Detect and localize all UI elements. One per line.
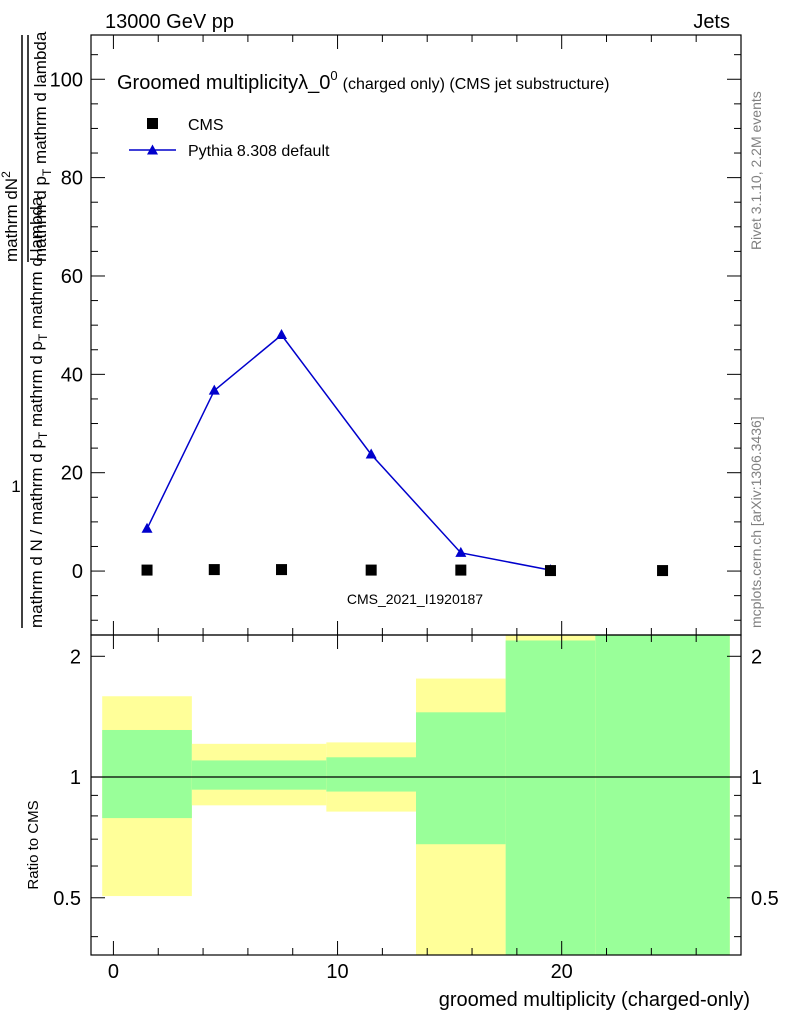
main-axis-ticks: 0 20 40 60 80 100 — [50, 35, 741, 635]
legend-pythia-marker — [147, 144, 158, 155]
pythia-point — [141, 522, 153, 533]
pythia-point — [276, 329, 288, 339]
main-ytick-label: 80 — [61, 168, 83, 190]
ylabel-one: 1 — [11, 477, 20, 496]
ratio-band-green-1 — [191, 760, 327, 790]
cms-point — [276, 564, 288, 576]
cms-point — [208, 564, 220, 576]
main-ytick-label: 20 — [61, 463, 83, 485]
main-y-axis-label: 1 mathrm d N / mathrm d pT mathrm d pT m… — [0, 31, 54, 628]
ratio-band-green-4 — [505, 640, 596, 955]
cms-point — [141, 564, 153, 576]
ratio-ytick-label-right: 2 — [751, 646, 762, 668]
ratio-band-green-0 — [102, 729, 192, 819]
ratio-ytick-label-left: 2 — [70, 646, 81, 668]
main-ytick-label: 0 — [72, 561, 83, 583]
cms-point — [455, 564, 467, 576]
ratio-plot-frame — [90, 634, 742, 956]
ratio-band-green-3 — [416, 712, 506, 845]
legend: CMS Pythia 8.308 default — [129, 117, 330, 160]
legend-cms-label: CMS — [188, 117, 224, 134]
legend-pythia-label: Pythia 8.308 default — [188, 143, 330, 160]
ratio-xtick-label: 20 — [551, 961, 573, 983]
ratio-y-axis-label: Ratio to CMS — [25, 800, 42, 889]
series-cms — [141, 564, 669, 577]
plot-title: Groomed multiplicityλ_00(charged only) (… — [117, 68, 609, 94]
ratio-ytick-label-right: 0.5 — [751, 888, 779, 910]
ratio-band-green-5 — [595, 635, 730, 955]
ratio-xtick-label: 0 — [108, 961, 119, 983]
header-process: Jets — [693, 11, 730, 33]
main-ytick-label: 40 — [61, 364, 83, 386]
pythia-line — [146, 333, 551, 571]
ratio-ytick-label-left: 0.5 — [53, 888, 81, 910]
cms-point — [657, 565, 669, 577]
series-pythia — [141, 329, 556, 575]
ratio-ytick-label-left: 1 — [70, 767, 81, 789]
ylabel-denominator: mathrm d N / mathrm d pT mathrm d pT mat… — [27, 196, 50, 628]
main-ytick-label: 100 — [50, 69, 83, 91]
rivet-info: Rivet 3.1.10, 2.2M events — [748, 91, 764, 250]
analysis-watermark: CMS_2021_I1920187 — [347, 591, 483, 607]
ratio-axis-ticks: 0 10 20 0.5 0.5 1 1 2 2 — [53, 635, 779, 983]
header-energy: 13000 GeV pp — [105, 11, 234, 33]
ratio-bands — [102, 635, 730, 955]
ylabel-numerator: mathrm dN2 — [0, 171, 21, 262]
mcplots-info: mcplots.cern.ch [arXiv:1306.3436] — [748, 416, 764, 628]
ratio-band-green-2 — [326, 757, 416, 792]
pythia-point — [455, 546, 467, 557]
ratio-xtick-label: 10 — [326, 961, 348, 983]
ratio-ytick-label-right: 1 — [751, 767, 762, 789]
cms-point — [544, 565, 556, 577]
x-axis-label: groomed multiplicity (charged-only) — [439, 989, 750, 1011]
cms-point — [365, 564, 377, 576]
ylabel-numerator-den: mathrm d pT mathrm d lambda — [31, 31, 54, 262]
pythia-point — [208, 384, 220, 395]
pythia-point — [365, 448, 377, 459]
main-ytick-label: 60 — [61, 266, 83, 288]
legend-cms-marker — [147, 118, 158, 129]
